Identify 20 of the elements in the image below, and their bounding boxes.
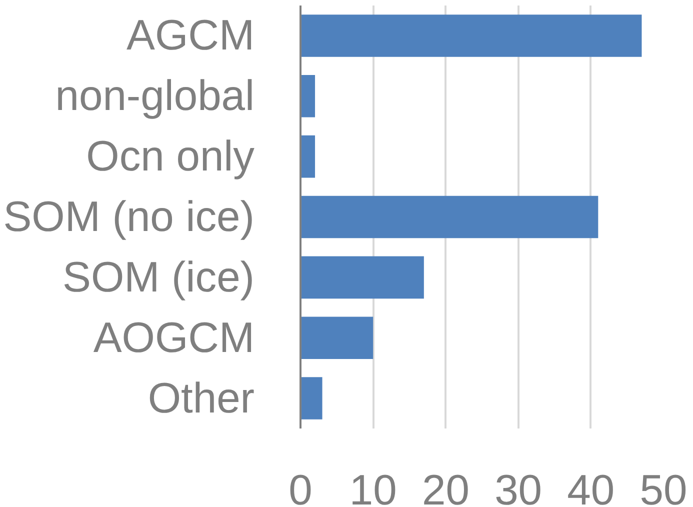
bar bbox=[300, 74, 316, 118]
y-tick-label: AGCM bbox=[126, 12, 254, 60]
x-tick-label: 30 bbox=[494, 466, 542, 507]
x-tick-label: 10 bbox=[349, 466, 397, 507]
y-tick-label: non-global bbox=[55, 72, 255, 120]
y-tick-label: SOM (no ice) bbox=[3, 193, 255, 241]
x-tick-label: 50 bbox=[640, 466, 688, 507]
bar bbox=[300, 196, 598, 238]
x-tick-label: 40 bbox=[567, 466, 615, 507]
y-tick-label: Ocn only bbox=[86, 132, 256, 181]
bar bbox=[300, 256, 424, 299]
y-tick-label: Other bbox=[148, 374, 255, 422]
bar bbox=[300, 135, 316, 178]
bar bbox=[300, 316, 374, 360]
y-tick-label: SOM (ice) bbox=[62, 253, 254, 302]
bar bbox=[300, 14, 642, 57]
bar bbox=[300, 377, 322, 420]
x-tick-label: 20 bbox=[422, 466, 470, 507]
y-tick-label: AOGCM bbox=[93, 314, 255, 362]
x-tick-label: 0 bbox=[288, 466, 312, 507]
